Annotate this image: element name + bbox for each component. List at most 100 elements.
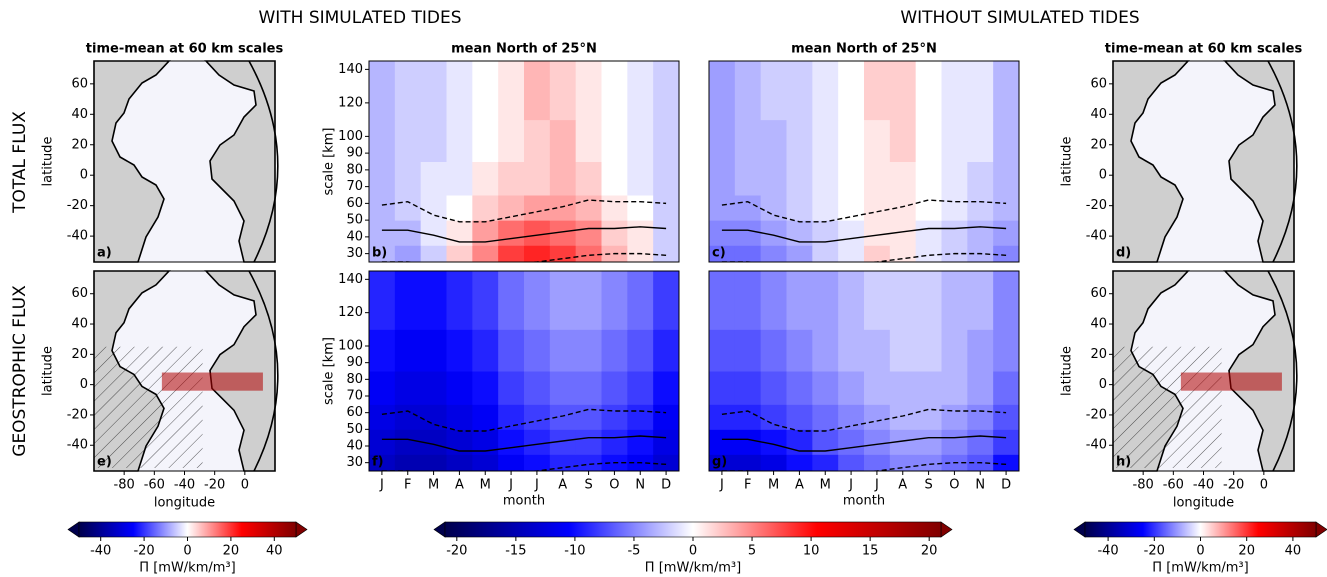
- cell: [760, 245, 787, 262]
- cell: [446, 329, 473, 372]
- y-tick-label: 80: [346, 162, 363, 177]
- cell: [549, 371, 577, 405]
- cell: [524, 119, 551, 162]
- cell: [915, 161, 942, 196]
- cell: [734, 404, 762, 430]
- cell: [786, 271, 813, 330]
- x-tick-label: J: [508, 478, 513, 493]
- cell: [575, 371, 602, 405]
- cell: [786, 404, 813, 430]
- cell: [446, 371, 473, 405]
- x-tick-label: 5: [748, 544, 756, 559]
- cell: [420, 195, 447, 221]
- y-tick-label: 50: [346, 213, 363, 228]
- cell: [394, 429, 422, 455]
- cell: [915, 454, 942, 471]
- cell: [838, 429, 865, 455]
- cell: [472, 195, 499, 221]
- extend-low: [1073, 521, 1086, 538]
- cell: [498, 429, 525, 455]
- cell: [915, 195, 942, 221]
- cell: [915, 329, 942, 372]
- y-axis-label: scale [km]: [322, 337, 337, 405]
- scale-line: [721, 408, 1007, 432]
- x-tick-label: -40: [90, 544, 111, 559]
- cell: [709, 329, 736, 372]
- cell: [709, 61, 736, 121]
- y-axis-label: latitude: [41, 346, 56, 396]
- x-tick-label: J: [719, 478, 724, 493]
- x-tick-label: O: [609, 478, 619, 493]
- cell: [653, 161, 679, 196]
- cell: [967, 195, 994, 221]
- cell: [838, 245, 865, 262]
- x-tick-label: -60: [1163, 478, 1184, 493]
- cell: [786, 161, 813, 196]
- cells: [369, 61, 679, 262]
- cell: [967, 161, 994, 196]
- cell: [864, 371, 891, 405]
- y-axis-label: latitude: [1060, 137, 1075, 187]
- x-tick-label: 0: [1196, 544, 1204, 559]
- cell: [786, 245, 813, 262]
- x-axis-label: month: [843, 494, 885, 509]
- y-tick-label: 70: [346, 389, 363, 404]
- y-tick-label: 30: [346, 455, 363, 470]
- y-tick-label: 40: [71, 317, 88, 332]
- cell: [915, 220, 942, 246]
- cell: [786, 371, 813, 405]
- x-tick-label: -20: [1144, 544, 1165, 559]
- y-tick-label: 100: [338, 339, 363, 354]
- y-tick-label: 40: [71, 107, 88, 122]
- x-tick-label: -15: [505, 544, 526, 559]
- cell: [420, 329, 447, 372]
- cell: [394, 220, 422, 246]
- extend-low: [67, 521, 80, 538]
- y-tick-label: 90: [346, 146, 363, 161]
- y-tick-label: -20: [1086, 198, 1107, 213]
- y-tick-label: 40: [1090, 107, 1107, 122]
- y-tick-label: 80: [346, 372, 363, 387]
- cell: [549, 161, 577, 196]
- x-tick-label: M: [480, 478, 491, 493]
- cell: [838, 195, 865, 221]
- panel-title: time-mean at 60 km scales: [86, 42, 284, 57]
- cell: [627, 119, 654, 162]
- cell: [394, 161, 422, 196]
- cell: [889, 161, 917, 196]
- x-tick-label: J: [379, 478, 384, 493]
- cell: [709, 245, 736, 262]
- cell: [472, 61, 499, 121]
- cell: [575, 329, 602, 372]
- cell: [601, 404, 628, 430]
- x-tick-label: M: [768, 478, 779, 493]
- y-tick-label: 20: [1090, 347, 1107, 362]
- cell: [993, 371, 1019, 405]
- cell: [838, 220, 865, 246]
- cell: [524, 61, 551, 121]
- cell: [653, 245, 679, 262]
- cell: [709, 220, 736, 246]
- cells: [709, 61, 1019, 262]
- cell: [498, 220, 525, 246]
- x-tick-label: O: [949, 478, 959, 493]
- x-tick-label: A: [558, 478, 567, 493]
- cell: [575, 61, 602, 121]
- cell: [369, 329, 396, 372]
- cell: [993, 61, 1019, 121]
- cell: [627, 195, 654, 221]
- cell: [812, 454, 839, 471]
- cell: [941, 195, 968, 221]
- cell: [734, 371, 762, 405]
- cell: [446, 195, 473, 221]
- cell: [653, 404, 679, 430]
- cell: [575, 245, 602, 262]
- x-tick-label: A: [898, 478, 907, 493]
- y-tick-label: 60: [71, 76, 88, 91]
- cell: [889, 329, 917, 372]
- cell: [786, 454, 813, 471]
- cell: [394, 329, 422, 372]
- panel-label: g): [712, 455, 727, 470]
- cell: [653, 454, 679, 471]
- cell: [941, 371, 968, 405]
